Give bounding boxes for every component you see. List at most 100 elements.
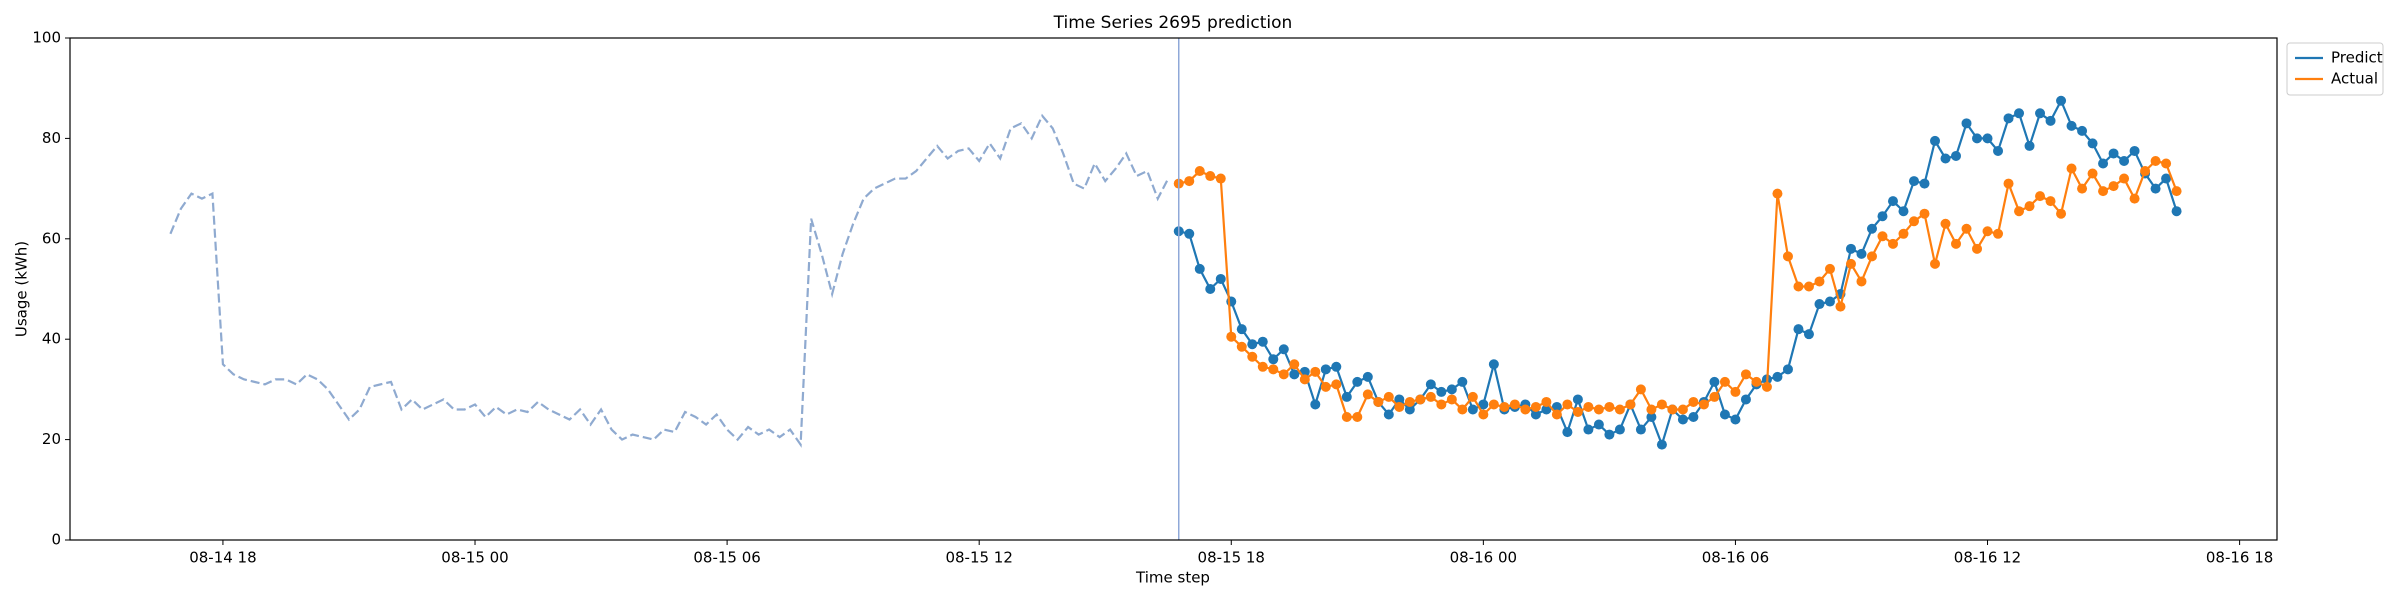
- data-point: [1887, 238, 1898, 249]
- data-point: [1488, 359, 1499, 370]
- data-point: [1331, 361, 1342, 372]
- data-point: [1394, 394, 1405, 405]
- data-point: [1961, 118, 1972, 129]
- axes-frame: [69, 37, 2278, 541]
- data-point: [2077, 125, 2088, 136]
- data-point: [1814, 299, 1825, 310]
- data-point: [2035, 191, 2046, 202]
- data-point: [1698, 399, 1709, 410]
- data-point: [1320, 364, 1331, 375]
- data-point: [1719, 376, 1730, 387]
- data-point: [1993, 145, 2004, 156]
- y-tick-label: 60: [42, 229, 61, 247]
- data-point: [2161, 173, 2172, 184]
- data-point: [1289, 369, 1300, 380]
- data-point: [1951, 238, 1962, 249]
- data-point: [1341, 412, 1352, 423]
- data-point: [1247, 339, 1258, 350]
- data-point: [1541, 396, 1552, 407]
- data-point: [2035, 108, 2046, 119]
- data-point: [1551, 401, 1562, 412]
- data-point: [1614, 404, 1625, 415]
- data-point: [1719, 409, 1730, 420]
- data-point: [1761, 381, 1772, 392]
- data-point: [1530, 401, 1541, 412]
- data-point: [1289, 359, 1300, 370]
- data-point: [1457, 404, 1468, 415]
- data-point: [1194, 166, 1205, 177]
- data-point: [1583, 424, 1594, 435]
- chart-title: Time Series 2695 prediction: [1053, 13, 1293, 33]
- x-tick-label: 08-15 12: [945, 549, 1012, 567]
- data-point: [1215, 173, 1226, 184]
- data-point: [1688, 396, 1699, 407]
- data-point: [2098, 186, 2109, 197]
- x-tick-label: 08-16 18: [2206, 549, 2273, 567]
- data-point: [1404, 404, 1415, 415]
- data-point: [1572, 406, 1583, 417]
- data-point: [1436, 386, 1447, 397]
- data-point: [1835, 301, 1846, 312]
- data-point: [1352, 412, 1363, 423]
- data-point: [1982, 226, 1993, 237]
- data-point: [1446, 394, 1457, 405]
- data-point: [1478, 399, 1489, 410]
- data-point: [1604, 401, 1615, 412]
- data-point: [1520, 404, 1531, 415]
- data-point: [1467, 391, 1478, 402]
- data-point: [1310, 366, 1321, 377]
- data-point: [1656, 439, 1667, 450]
- data-point: [1278, 344, 1289, 355]
- data-point: [1887, 196, 1898, 207]
- data-point: [1814, 276, 1825, 287]
- data-point: [1772, 371, 1783, 382]
- data-point: [2161, 158, 2172, 169]
- data-point: [1919, 178, 1930, 189]
- y-tick-label: 20: [42, 430, 61, 448]
- data-point: [1341, 391, 1352, 402]
- data-point: [1310, 399, 1321, 410]
- data-point: [1205, 284, 1216, 294]
- data-point: [1930, 258, 1941, 269]
- data-point: [1751, 376, 1762, 387]
- data-point: [1194, 263, 1205, 274]
- data-point: [2077, 183, 2088, 194]
- data-point: [1635, 424, 1646, 435]
- data-point: [1268, 364, 1279, 375]
- data-point: [1383, 409, 1394, 420]
- x-tick-label: 08-15 00: [441, 549, 508, 567]
- data-point: [1530, 409, 1541, 420]
- data-point: [1772, 188, 1783, 199]
- data-point: [2129, 193, 2140, 204]
- data-point: [1866, 251, 1877, 262]
- data-point: [1730, 386, 1741, 397]
- data-point: [1982, 133, 1993, 144]
- data-point: [1930, 135, 1941, 146]
- data-point: [1583, 401, 1594, 412]
- data-point: [2171, 206, 2182, 217]
- data-point: [1972, 243, 1983, 254]
- data-point: [1688, 412, 1699, 423]
- x-tick-label: 08-14 18: [189, 549, 256, 567]
- data-point: [1593, 419, 1604, 430]
- data-point: [2003, 178, 2014, 189]
- data-point: [1457, 376, 1468, 387]
- data-point: [2119, 155, 2130, 166]
- data-point: [1562, 427, 1573, 438]
- data-point: [2003, 113, 2014, 124]
- data-point: [1299, 374, 1310, 385]
- data-point: [1404, 396, 1415, 407]
- data-point: [1940, 218, 1951, 229]
- data-point: [2066, 163, 2077, 174]
- data-point: [1373, 396, 1384, 407]
- data-point: [1215, 273, 1226, 284]
- data-point: [2014, 206, 2025, 217]
- data-point: [1866, 223, 1877, 234]
- data-point: [1845, 243, 1856, 254]
- data-point: [2024, 140, 2035, 151]
- data-point: [1362, 371, 1373, 382]
- data-point: [2024, 201, 2035, 212]
- data-point: [1972, 133, 1983, 144]
- x-tick-label: 08-16 00: [1450, 549, 1517, 567]
